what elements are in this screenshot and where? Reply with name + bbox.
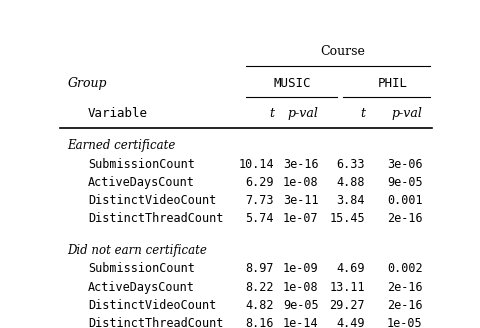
- Text: 4.49: 4.49: [336, 317, 365, 328]
- Text: 4.69: 4.69: [336, 262, 365, 276]
- Text: 3.84: 3.84: [336, 194, 365, 207]
- Text: ActiveDaysCount: ActiveDaysCount: [88, 176, 195, 189]
- Text: 2e-16: 2e-16: [387, 212, 423, 225]
- Text: Group: Group: [67, 77, 107, 90]
- Text: DistinctVideoCount: DistinctVideoCount: [88, 194, 216, 207]
- Text: SubmissionCount: SubmissionCount: [88, 262, 195, 276]
- Text: 1e-07: 1e-07: [283, 212, 319, 225]
- Text: 0.001: 0.001: [387, 194, 423, 207]
- Text: PHIL: PHIL: [378, 77, 408, 90]
- Text: ActiveDaysCount: ActiveDaysCount: [88, 281, 195, 294]
- Text: 6.29: 6.29: [245, 176, 274, 189]
- Text: 8.16: 8.16: [245, 317, 274, 328]
- Text: 7.73: 7.73: [245, 194, 274, 207]
- Text: 2e-16: 2e-16: [387, 281, 423, 294]
- Text: 0.002: 0.002: [387, 262, 423, 276]
- Text: 9e-05: 9e-05: [283, 299, 319, 312]
- Text: 8.22: 8.22: [245, 281, 274, 294]
- Text: 6.33: 6.33: [336, 158, 365, 171]
- Text: MUSIC: MUSIC: [274, 77, 311, 90]
- Text: Course: Course: [320, 46, 365, 58]
- Text: Variable: Variable: [88, 107, 148, 120]
- Text: 4.82: 4.82: [245, 299, 274, 312]
- Text: 3e-16: 3e-16: [283, 158, 319, 171]
- Text: t: t: [269, 107, 274, 120]
- Text: Did not earn certificate: Did not earn certificate: [67, 244, 207, 257]
- Text: 5.74: 5.74: [245, 212, 274, 225]
- Text: DistinctVideoCount: DistinctVideoCount: [88, 299, 216, 312]
- Text: 3e-11: 3e-11: [283, 194, 319, 207]
- Text: p-val: p-val: [288, 107, 319, 120]
- Text: 15.45: 15.45: [329, 212, 365, 225]
- Text: DistinctThreadCount: DistinctThreadCount: [88, 212, 223, 225]
- Text: 8.97: 8.97: [245, 262, 274, 276]
- Text: p-val: p-val: [392, 107, 423, 120]
- Text: SubmissionCount: SubmissionCount: [88, 158, 195, 171]
- Text: 1e-14: 1e-14: [283, 317, 319, 328]
- Text: 9e-05: 9e-05: [387, 176, 423, 189]
- Text: 13.11: 13.11: [329, 281, 365, 294]
- Text: 1e-08: 1e-08: [283, 176, 319, 189]
- Text: 1e-05: 1e-05: [387, 317, 423, 328]
- Text: t: t: [360, 107, 365, 120]
- Text: Earned certificate: Earned certificate: [67, 139, 176, 153]
- Text: 2e-16: 2e-16: [387, 299, 423, 312]
- Text: 1e-09: 1e-09: [283, 262, 319, 276]
- Text: 3e-06: 3e-06: [387, 158, 423, 171]
- Text: DistinctThreadCount: DistinctThreadCount: [88, 317, 223, 328]
- Text: 10.14: 10.14: [238, 158, 274, 171]
- Text: 29.27: 29.27: [329, 299, 365, 312]
- Text: 1e-08: 1e-08: [283, 281, 319, 294]
- Text: 4.88: 4.88: [336, 176, 365, 189]
